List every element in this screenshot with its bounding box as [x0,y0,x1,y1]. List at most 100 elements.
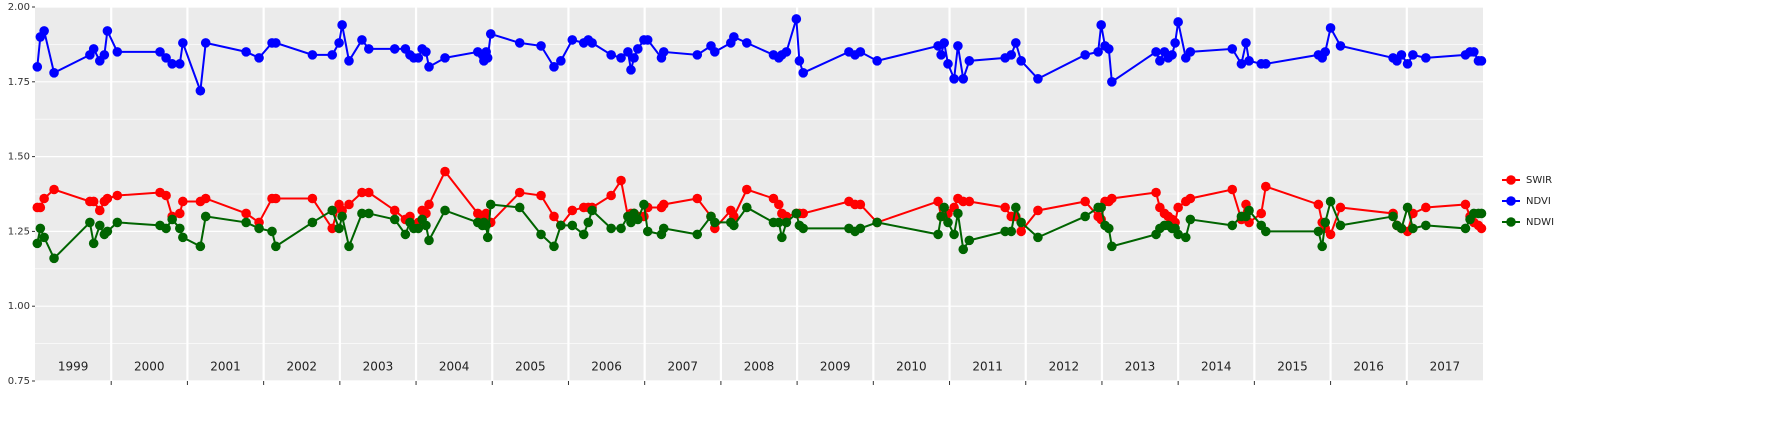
data-point [424,199,434,210]
data-point [855,47,866,57]
year-label: 2014 [1201,360,1232,374]
data-point [1016,226,1026,237]
data-point [344,56,354,66]
data-point [798,223,809,234]
data-point [587,38,597,48]
data-point [267,226,277,237]
data-point [327,223,338,234]
data-point [616,223,626,234]
data-point [781,47,792,57]
data-point [1173,229,1183,240]
data-point [872,217,882,228]
data-point [933,196,943,207]
y-tick-label: 1.00 [8,301,30,312]
data-point [1170,38,1180,48]
data-point [175,59,185,69]
data-point [1096,202,1106,213]
data-point [195,241,206,252]
data-point [357,35,367,45]
data-point [481,208,491,219]
data-point [102,26,113,36]
y-tick-label: 0.75 [8,376,30,387]
data-point [102,193,113,204]
data-point [616,175,626,186]
data-point [337,211,347,222]
data-point [1320,47,1331,57]
year-label: 2017 [1430,360,1461,374]
data-point [334,38,344,48]
data-point [178,232,188,243]
data-point [1236,59,1247,69]
data-point [344,199,354,210]
data-point [1173,17,1183,27]
data-point [307,217,318,228]
data-point [1476,56,1487,66]
data-point [1261,226,1271,237]
data-point [112,217,123,228]
year-label: 2002 [286,360,317,374]
data-point [1080,211,1090,222]
data-point [606,50,616,60]
year-label: 1999 [58,360,89,374]
data-point [1155,56,1165,66]
data-point [1313,226,1324,237]
year-label: 2006 [591,360,622,374]
data-point [102,226,113,237]
data-point [1388,211,1398,222]
data-point [1402,59,1413,69]
data-point [327,50,338,60]
data-point [178,196,188,207]
data-point [567,220,578,231]
data-point [1033,232,1043,243]
data-point [241,47,251,57]
data-point [855,223,866,234]
data-point [606,223,616,234]
data-point [88,196,99,207]
data-point [1093,47,1103,57]
data-point [200,38,211,48]
data-point [1460,199,1471,210]
data-point [556,56,566,66]
data-point [35,202,46,213]
data-point [729,220,739,231]
data-point [1006,226,1017,237]
data-point [1016,217,1026,228]
data-point [1396,223,1407,234]
data-point [1080,196,1090,207]
data-point [1107,193,1117,204]
data-point [39,193,49,204]
data-point [774,217,784,228]
data-point [1107,77,1117,87]
data-point [413,53,424,63]
data-point [939,202,949,213]
data-point [578,229,589,240]
data-point [413,223,424,234]
data-point [1185,214,1196,225]
data-point [1421,53,1431,63]
data-point [112,190,123,201]
data-point [200,193,211,204]
data-point [32,62,43,72]
data-point [334,223,344,234]
data-point [161,190,171,201]
data-point [1408,50,1418,60]
data-point [623,47,633,57]
data-point [88,238,99,249]
data-point [1011,202,1021,213]
data-point [692,229,703,240]
data-point [855,199,866,210]
data-point [1227,44,1238,54]
data-point [791,208,802,219]
legend-label: NDVI [1526,196,1551,207]
year-label: 2008 [744,360,775,374]
legend-key [1506,175,1516,185]
data-point [1107,241,1117,252]
data-point [1244,205,1254,216]
data-point [254,53,264,63]
data-point [1011,38,1021,48]
data-point [271,241,281,252]
data-point [241,217,251,228]
data-point [1476,223,1487,234]
year-label: 2013 [1125,360,1156,374]
data-point [556,220,566,231]
